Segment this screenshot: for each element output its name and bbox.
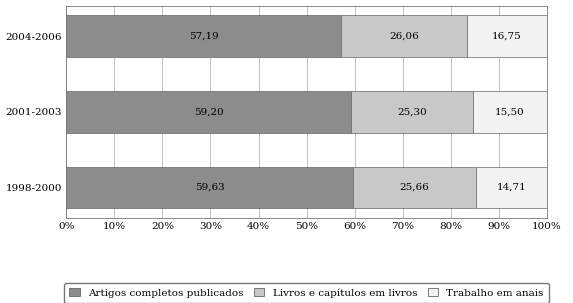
Bar (66, 91, 351, 133)
Text: 15,50: 15,50 (495, 107, 525, 116)
Bar (341, 15, 466, 57)
Text: 26,06: 26,06 (389, 32, 419, 41)
Bar (351, 91, 473, 133)
Text: 59,63: 59,63 (195, 183, 225, 192)
Text: 59,20: 59,20 (194, 107, 223, 116)
Bar (66, 15, 341, 57)
Text: 16,75: 16,75 (492, 32, 521, 41)
Bar (476, 167, 547, 208)
Bar (473, 91, 547, 133)
Legend: Artigos completos publicados, Livros e capítulos em livros, Trabalho em anais: Artigos completos publicados, Livros e c… (64, 283, 549, 303)
Text: 25,30: 25,30 (397, 107, 426, 116)
Text: 57,19: 57,19 (189, 32, 218, 41)
Text: 25,66: 25,66 (400, 183, 430, 192)
Bar (466, 15, 547, 57)
Bar (66, 167, 353, 208)
Text: 14,71: 14,71 (497, 183, 527, 192)
Bar (353, 167, 476, 208)
